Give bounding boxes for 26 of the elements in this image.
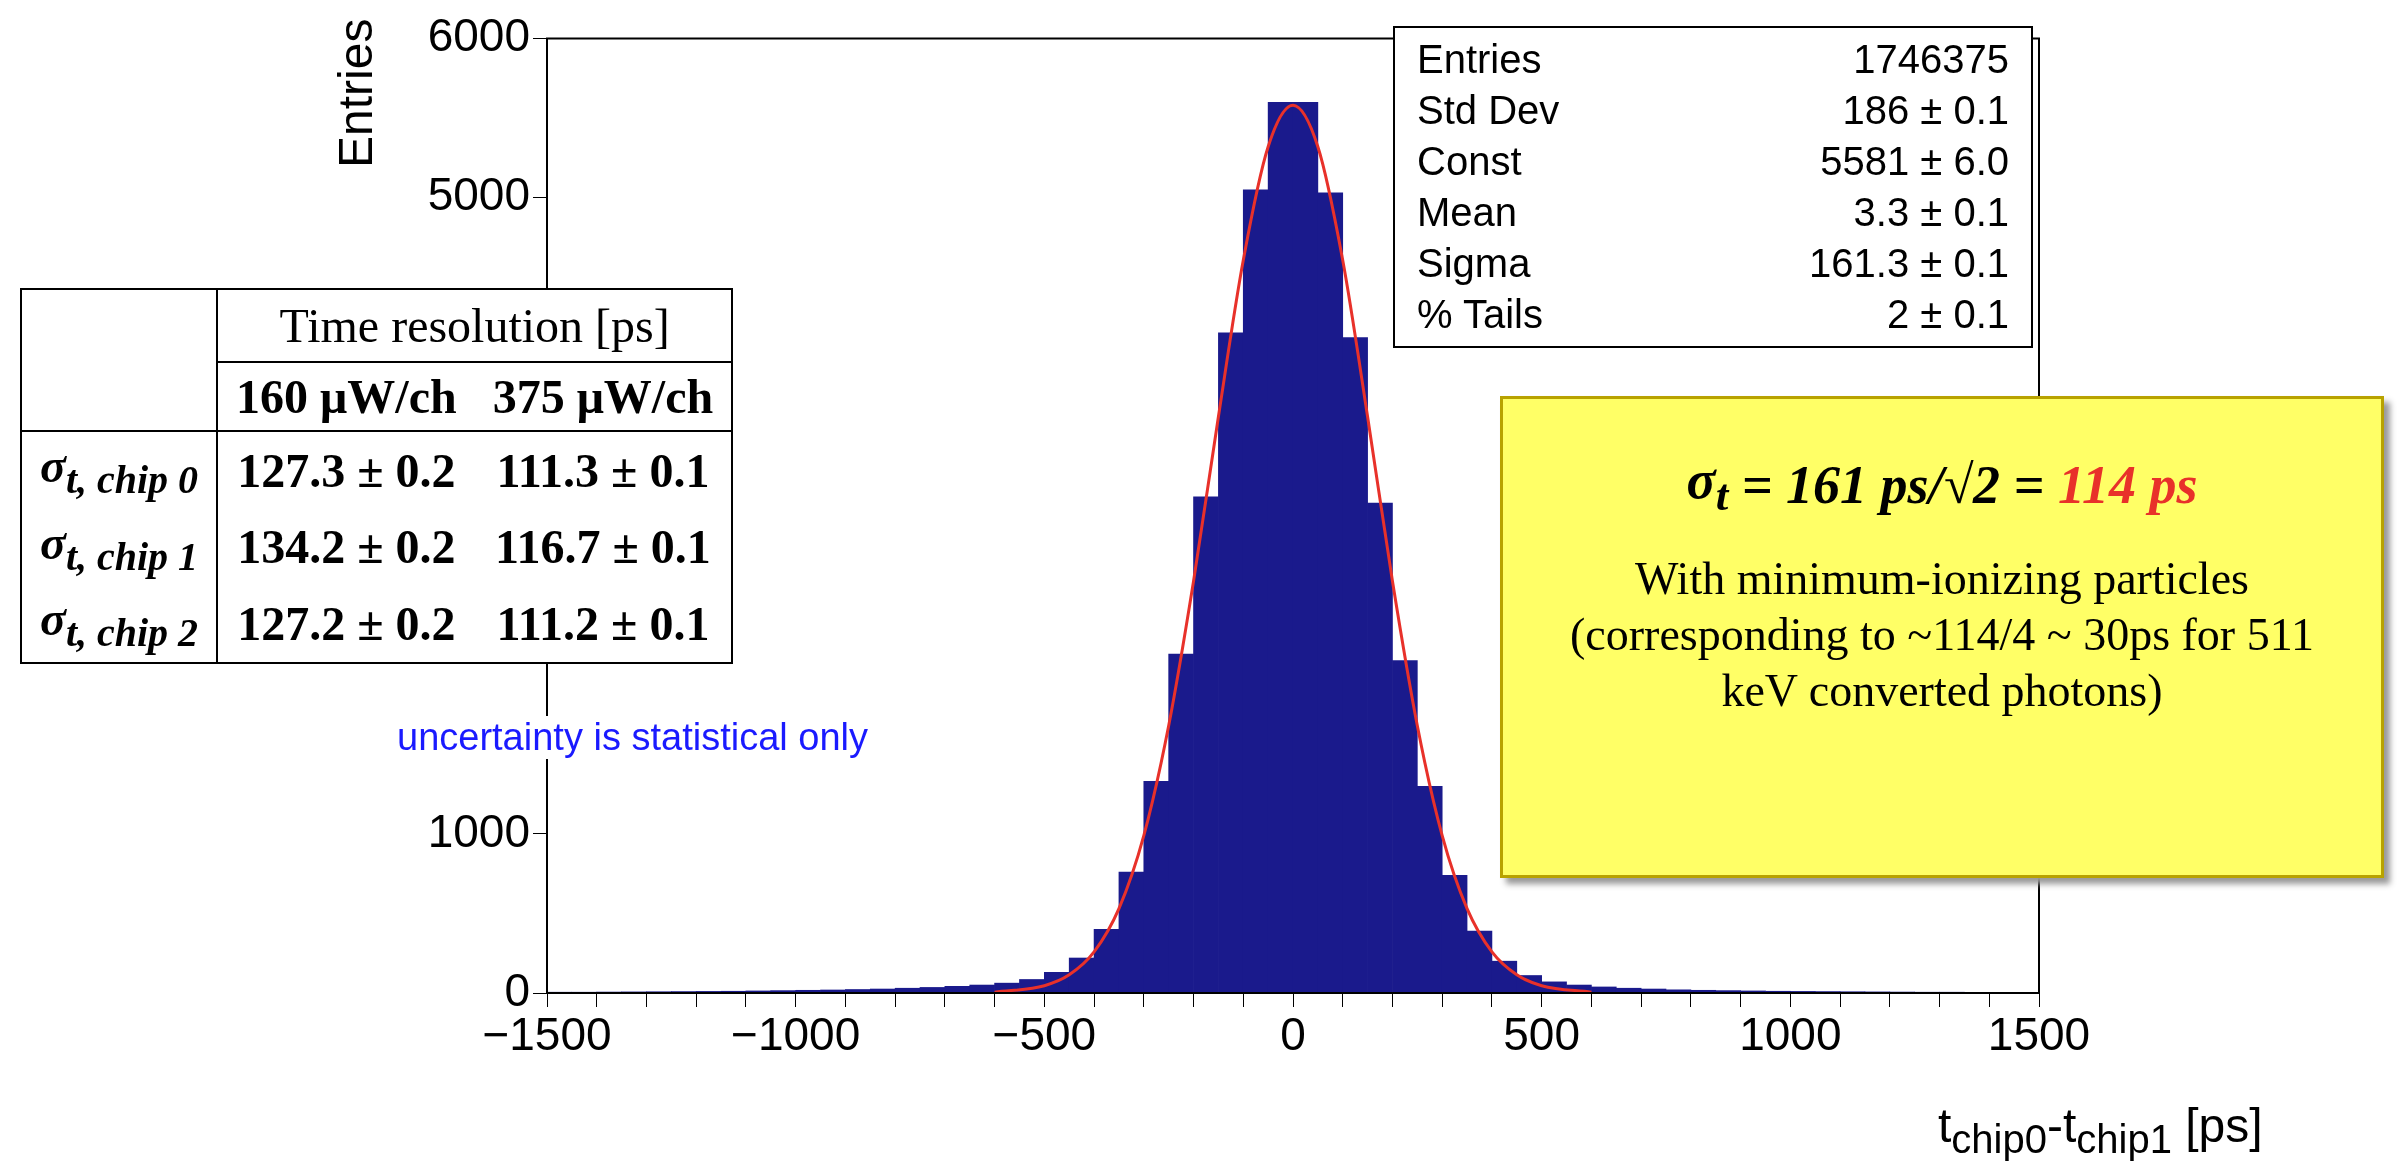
annotation: σ$_{t, chip 0}$ 127.3 ± 0.2 111.3 ± 0.1 [39,438,711,504]
annotation: 160 μW/ch 375 μW/ch [235,369,715,425]
annotation: σ$_{t, chip 2}$ 127.2 ± 0.2 111.2 ± 0.1 [39,591,711,657]
text: Entries 1746375 [1417,37,2009,81]
x-axis-title: t$_{chip0}$-t$_{chip1}$ [ps] [1938,1098,2263,1162]
annotation: With minimum-ionizing particles (corresponding to ~114/4 ~ 30ps for 511 keV converted photons) [1569,551,2315,718]
text: Std Dev 186 ± 0.1 [1417,88,2009,132]
text: % Tails 2 ± 0.1 [1417,292,2009,336]
annotation: σ$_{t, chip 1}$ 134.2 ± 0.2 116.7 ± 0.1 [39,514,712,581]
x-tick-label: −1000 [731,1008,861,1061]
x-tick-label: 1000 [1739,1008,1842,1061]
x-tick-label: 0 [1280,1008,1306,1061]
y-axis-title: Entries [328,18,383,168]
y-tick-label: 6000 [427,9,530,62]
annotation: Time resolution [ps] [217,289,733,362]
x-tick-label: 500 [1503,1008,1581,1061]
note-card: σ$_{t}$ = 161 ps/√2 = 114 ps With minimum-ionizing particles (corresponding to ~114/4 ~ 30ps for 511 keV converted photons) [1500,396,2384,878]
y-tick-label: 5000 [427,168,530,221]
text: Mean 3.3 ± 0.1 [1417,190,2009,234]
annotation: σ$_{t}$ = 161 ps/√2 = 114 ps [1686,450,2198,520]
x-tick-label: −500 [992,1008,1097,1061]
text: Const 5581 ± 6.0 [1417,139,2009,183]
annotation: uncertainty is statistical only [393,716,872,759]
y-tick-label: 1000 [427,804,530,857]
x-tick-label: 1500 [1987,1008,2091,1061]
text: Sigma 161.3 ± 0.1 [1417,241,2009,285]
